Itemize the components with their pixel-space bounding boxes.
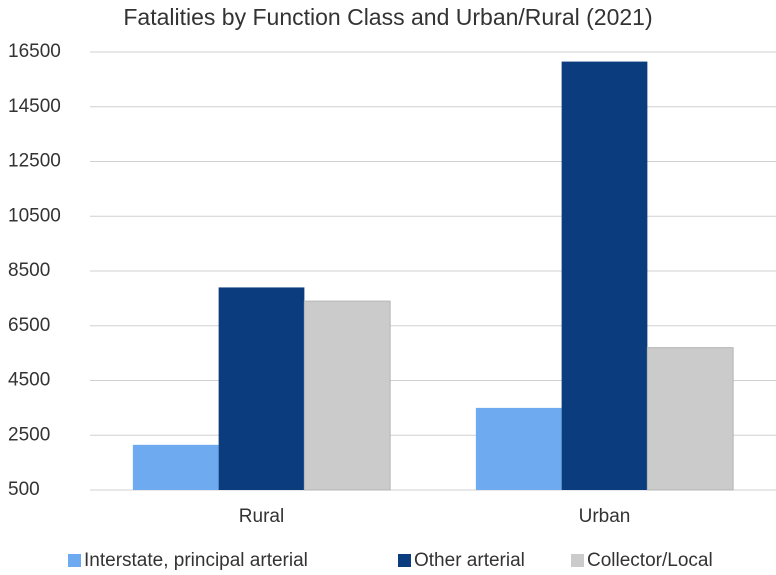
y-tick-label: 10500: [8, 205, 61, 226]
bar: [475, 407, 562, 490]
y-tick-label: 500: [8, 479, 40, 500]
legend-label: Other arterial: [414, 550, 525, 571]
legend-label: Interstate, principal arterial: [84, 550, 308, 571]
legend-label: Collector/Local: [587, 550, 713, 571]
bar: [303, 300, 391, 491]
bar: [646, 347, 734, 491]
x-tick-label: Urban: [579, 506, 631, 527]
bar: [132, 444, 219, 490]
bar: [561, 61, 648, 491]
y-tick-label: 6500: [8, 315, 50, 336]
legend-swatch: [571, 554, 584, 567]
legend-swatch: [68, 554, 81, 567]
x-tick-label: Rural: [239, 506, 284, 527]
y-tick-label: 16500: [8, 41, 61, 62]
bar: [218, 287, 305, 490]
chart-title: Fatalities by Function Class and Urban/R…: [123, 4, 652, 30]
y-tick-label: 12500: [8, 151, 61, 172]
y-tick-label: 4500: [8, 370, 50, 391]
y-tick-label: 8500: [8, 260, 50, 281]
y-tick-label: 14500: [8, 96, 61, 117]
legend-swatch: [398, 554, 411, 567]
y-tick-label: 2500: [8, 424, 50, 445]
